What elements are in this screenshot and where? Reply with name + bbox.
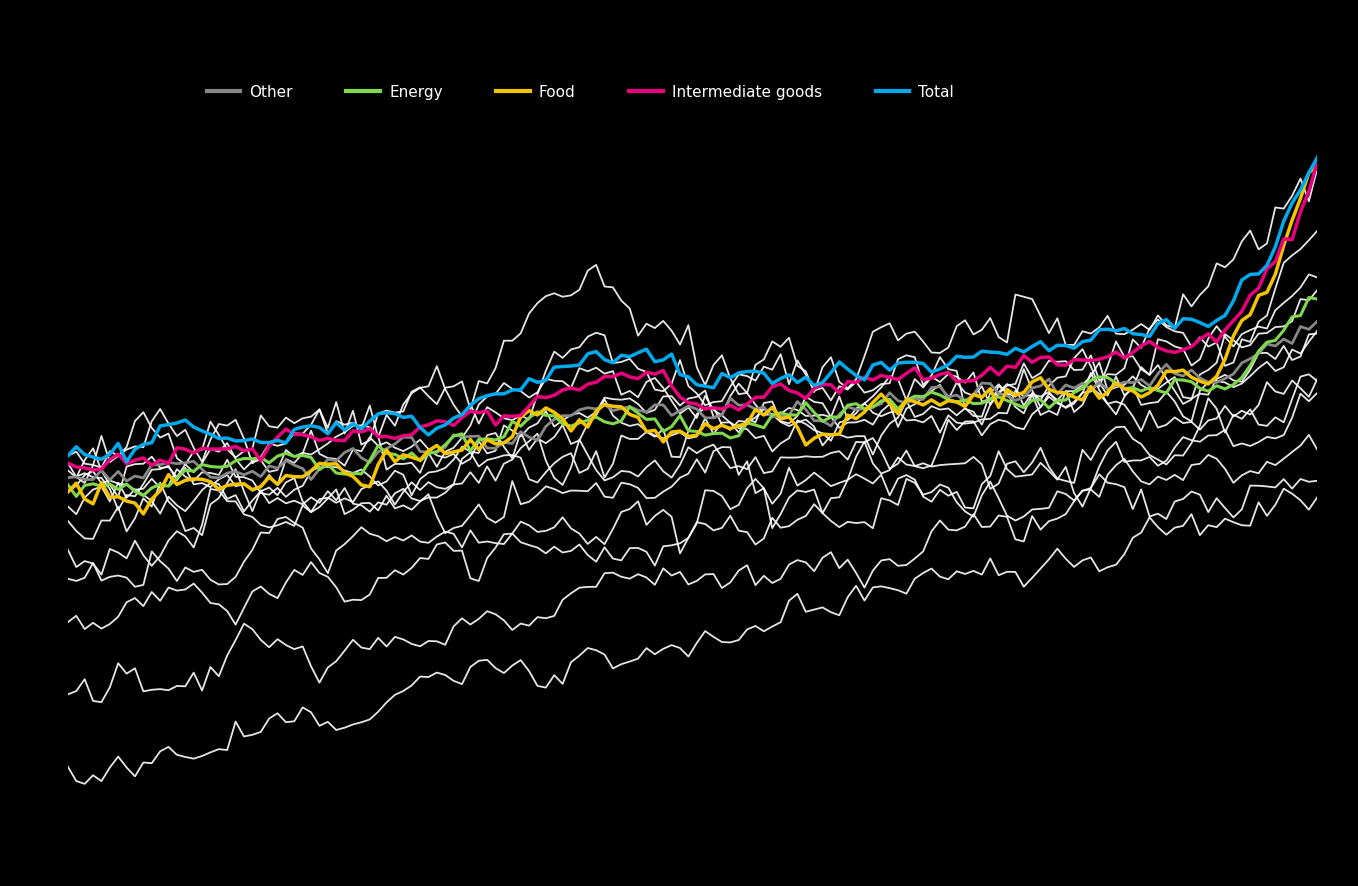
Legend: Other, Energy, Food, Intermediate goods, Total: Other, Energy, Food, Intermediate goods,… (201, 79, 960, 105)
